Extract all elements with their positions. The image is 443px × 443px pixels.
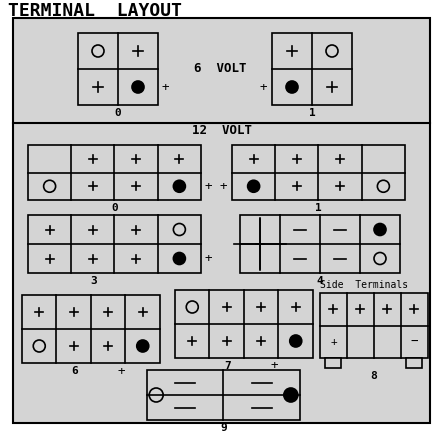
Bar xyxy=(326,358,342,368)
Circle shape xyxy=(173,180,185,192)
Circle shape xyxy=(149,388,163,402)
Circle shape xyxy=(286,81,298,93)
Text: 4: 4 xyxy=(317,276,323,286)
Text: 3: 3 xyxy=(90,276,97,286)
Bar xyxy=(272,33,352,105)
Text: Side  Terminals: Side Terminals xyxy=(320,280,408,290)
Circle shape xyxy=(374,253,386,264)
Text: +: + xyxy=(205,252,213,265)
Text: +: + xyxy=(260,81,267,93)
Bar xyxy=(232,145,405,200)
Bar xyxy=(78,33,158,105)
Text: 1: 1 xyxy=(309,108,315,118)
Text: −: − xyxy=(411,335,418,348)
Circle shape xyxy=(377,180,389,192)
Text: +: + xyxy=(117,365,125,377)
Text: 8: 8 xyxy=(371,371,377,381)
Text: +: + xyxy=(271,360,278,373)
Text: 1: 1 xyxy=(315,203,322,213)
Text: TERMINAL  LAYOUT: TERMINAL LAYOUT xyxy=(8,2,182,20)
Circle shape xyxy=(137,340,149,352)
Text: 6: 6 xyxy=(71,366,78,376)
Bar xyxy=(175,290,313,358)
Circle shape xyxy=(374,224,386,236)
Bar xyxy=(320,293,428,358)
Circle shape xyxy=(290,335,302,347)
Text: +: + xyxy=(162,81,170,93)
Text: 6  VOLT: 6 VOLT xyxy=(194,62,246,74)
Text: +: + xyxy=(205,180,213,193)
Circle shape xyxy=(284,388,298,402)
Circle shape xyxy=(132,81,144,93)
Circle shape xyxy=(326,45,338,57)
Text: 9: 9 xyxy=(220,423,227,433)
Bar xyxy=(22,295,160,363)
Bar xyxy=(240,215,400,273)
Circle shape xyxy=(248,180,260,192)
Text: +: + xyxy=(219,180,227,193)
Text: 0: 0 xyxy=(115,108,121,118)
Text: 12  VOLT: 12 VOLT xyxy=(192,124,252,136)
Text: 0: 0 xyxy=(111,203,118,213)
Bar xyxy=(407,358,423,368)
Bar xyxy=(147,370,300,420)
Text: 7: 7 xyxy=(224,361,231,371)
Bar xyxy=(28,145,201,200)
Circle shape xyxy=(33,340,45,352)
Circle shape xyxy=(173,224,185,236)
Bar xyxy=(28,215,201,273)
Circle shape xyxy=(43,180,56,192)
Circle shape xyxy=(173,253,185,264)
Circle shape xyxy=(186,301,198,313)
Circle shape xyxy=(92,45,104,57)
Text: +: + xyxy=(330,337,337,347)
